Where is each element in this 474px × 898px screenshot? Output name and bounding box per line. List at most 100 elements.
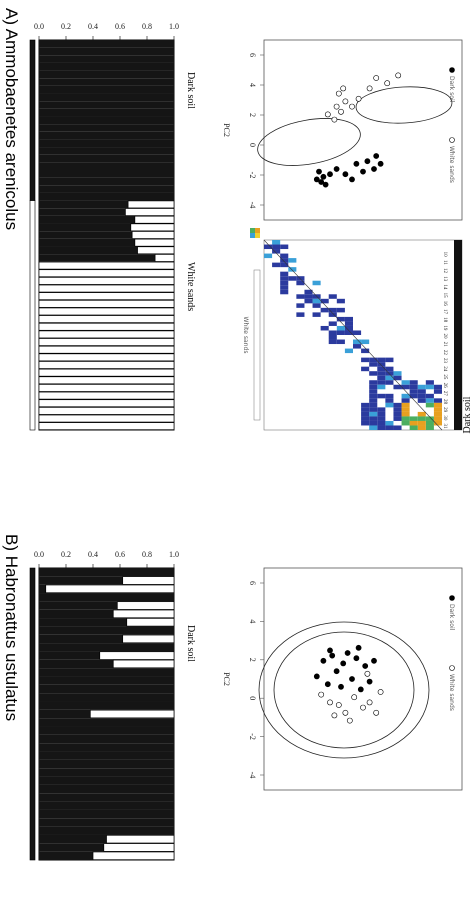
heatmap-cell — [377, 425, 386, 431]
struct-b-bar-dark — [39, 593, 174, 602]
heatmap-cell — [417, 411, 426, 417]
heatmap-cell — [417, 416, 426, 421]
pca-b-legend: Dark soil White sands — [448, 595, 455, 711]
heatmap-cell — [385, 393, 394, 399]
struct-b-bar-dark — [39, 818, 174, 827]
pca-b-ytick: -2 — [248, 733, 257, 740]
struct-b-bar-dark — [39, 743, 174, 752]
heatmap-cell — [264, 253, 273, 259]
pca-a-point — [316, 168, 322, 175]
pca-a-point — [384, 80, 391, 87]
struct-a-bar-white — [38, 407, 175, 415]
struct-b-bar-dark — [39, 626, 174, 635]
heatmap-cell — [393, 375, 402, 381]
struct-b-bar-dark — [39, 726, 174, 735]
heatmap-row-label: 28 — [442, 399, 447, 405]
struct-a-bar-dark — [39, 139, 174, 148]
heatmap-cell — [336, 298, 345, 304]
struct-a-bar-dark — [39, 62, 174, 71]
struct-b-bar-dark — [39, 609, 114, 619]
heatmap-cell — [280, 276, 289, 281]
heatmap-cell — [280, 244, 289, 250]
heatmap-cell — [433, 389, 442, 394]
heatmap-cell — [328, 339, 337, 345]
heatmap-cell — [361, 420, 370, 426]
heatmap-cell — [385, 357, 394, 363]
heatmap-cell — [369, 371, 378, 376]
pca-a-point — [342, 171, 349, 178]
pca-b-point — [357, 686, 364, 693]
heatmap-cell — [385, 366, 394, 372]
heatmap-cell — [312, 298, 321, 304]
struct-a-bar-white — [38, 338, 175, 346]
pca-a-point — [373, 153, 380, 159]
struct-a-bar-dark — [39, 108, 174, 117]
struct-a-bar-dark — [39, 47, 174, 56]
heatmap-cell — [393, 371, 402, 376]
struct-a-bar-white — [38, 414, 175, 423]
heatmap-cell — [401, 416, 410, 421]
heatmap-cell — [433, 384, 442, 390]
heatmap-cell — [312, 312, 321, 317]
heatmap-cell — [369, 398, 378, 403]
heatmap-cell — [344, 321, 353, 326]
struct-b-bar-white — [92, 851, 175, 861]
heatmap-cell — [361, 402, 370, 408]
struct-b-bar-dark — [39, 618, 127, 627]
heatmap-row-label: 21 — [442, 342, 447, 348]
struct-b-bar-dark — [39, 834, 107, 844]
heatmap-row-label: 26 — [442, 383, 447, 389]
pca-b-point — [355, 644, 362, 651]
heatmap-cell — [377, 420, 386, 426]
struct-a-bar-dark — [39, 238, 135, 247]
heatmap-cell — [377, 362, 386, 367]
struct-a-ytick: 0.2 — [61, 22, 71, 31]
struct-b-bar-white — [103, 843, 175, 852]
heatmap-cell — [369, 402, 378, 408]
struct-b-bar-white — [99, 651, 175, 660]
structure-plot-a: 1.0 0.8 0.6 0.4 0.2 0.0 — [29, 22, 179, 431]
heatmap-cell — [288, 267, 297, 272]
struct-b-bar-dark — [39, 701, 174, 710]
struct-a-bar-dark — [39, 101, 174, 109]
pca-a-ylabel: PC2 — [222, 123, 231, 137]
pca-a-legend-marker — [449, 137, 455, 143]
heatmap-cell — [425, 425, 434, 431]
heatmap-cell — [320, 298, 329, 304]
struct-b-bar-dark — [39, 718, 174, 727]
pca-b-point — [377, 689, 384, 695]
struct-b-bar-white — [126, 618, 175, 627]
pca-a-legend-marker — [449, 67, 455, 73]
struct-a-bar-dark — [38, 208, 126, 216]
struct-a-group-strip — [29, 39, 36, 201]
heatmap-col-strip — [253, 269, 261, 421]
heatmap-cell — [272, 262, 281, 268]
heatmap-row-label: 20 — [442, 334, 447, 340]
heatmap-cell — [433, 398, 442, 403]
heatmap-cell — [401, 393, 410, 399]
heatmap-cell — [385, 402, 394, 408]
struct-b-ytick: 0.0 — [34, 550, 44, 559]
heatmap-cell — [280, 289, 289, 295]
pca-a-point — [353, 160, 360, 167]
pca-a-point — [318, 179, 325, 185]
struct-a-bar-dark — [39, 170, 174, 178]
heatmap-cell — [264, 244, 273, 250]
heatmap-cell — [280, 285, 289, 290]
heatmap-cell — [336, 339, 345, 345]
heatmap-cell — [409, 416, 418, 421]
struct-a-bar-white — [38, 391, 175, 400]
pca-a-frame — [263, 39, 463, 221]
pca-b-ytick: -4 — [248, 772, 257, 779]
pca-b-point — [353, 655, 360, 662]
struct-a-bar-dark — [39, 147, 174, 155]
group-label-white-a: White sands — [185, 262, 196, 311]
pca-b-legend-marker — [449, 665, 455, 671]
struct-b-bar-dark — [39, 651, 100, 660]
heatmap-row-label: 27 — [442, 391, 447, 397]
struct-a-bar-dark — [39, 78, 174, 86]
heatmap-cell — [401, 380, 410, 385]
heatmap-cell — [401, 402, 410, 408]
heatmap-cell — [425, 402, 434, 408]
pca-b-point — [346, 717, 353, 724]
